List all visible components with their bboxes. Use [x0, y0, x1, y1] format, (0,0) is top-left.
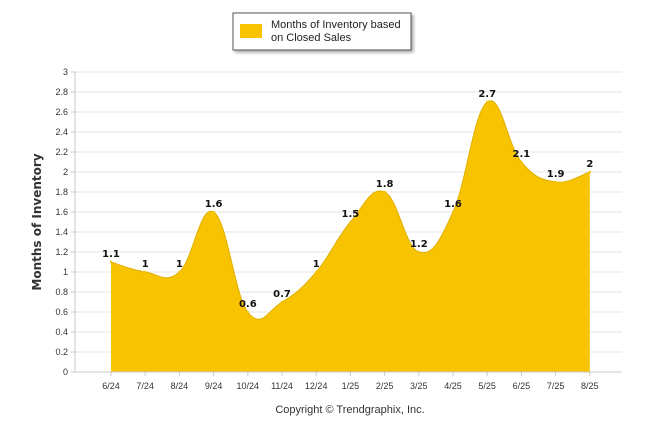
data-point [315, 270, 318, 274]
data-point [383, 190, 386, 194]
x-tick-label: 6/25 [513, 381, 531, 391]
data-point [451, 210, 455, 214]
legend-swatch [240, 24, 262, 38]
y-tick-label: 2.2 [55, 147, 68, 157]
y-axis-title: Months of Inventory [30, 153, 44, 290]
data-point [588, 170, 591, 174]
x-tick-label: 10/24 [237, 381, 260, 391]
data-point [109, 260, 113, 264]
data-label: 1 [142, 259, 149, 270]
data-point [144, 270, 147, 274]
data-label: 1 [313, 259, 320, 270]
x-tick-label: 3/25 [410, 381, 428, 391]
area-fill [111, 100, 590, 372]
data-point [212, 210, 215, 214]
x-tick-labels: 6/24 7/24 8/24 9/24 10/24 11/24 12/24 1/25 2/25 3… [102, 372, 599, 391]
data-label: 1 [176, 259, 183, 270]
data-point [417, 250, 420, 254]
x-tick-label: 1/25 [342, 381, 360, 391]
data-point [520, 160, 523, 164]
x-tick-label: 5/25 [478, 381, 496, 391]
copyright-footer: Copyright © Trendgraphix, Inc. [275, 404, 424, 416]
y-tick-label: 2.4 [55, 127, 68, 137]
x-tick-label: 2/25 [376, 381, 394, 391]
x-tick-label: 8/24 [171, 381, 189, 391]
data-point [554, 180, 557, 184]
data-label: 2.7 [478, 89, 496, 100]
data-point [349, 220, 352, 224]
data-labels: 1.1 1 1 1.6 0.6 0.7 1 1.5 1.8 1.2 1.6 2.7 2.1 1.9 2 [102, 89, 593, 310]
legend-label-line-1: Months of Inventory based [271, 19, 401, 31]
data-label: 0.6 [239, 299, 257, 310]
data-point [280, 300, 284, 304]
y-tick-label: 2.6 [55, 107, 68, 117]
legend-box [232, 12, 412, 51]
y-tick-label: 2 [63, 167, 68, 177]
data-point [246, 310, 249, 314]
x-tick-label: 9/24 [205, 381, 223, 391]
y-tick-label: 1 [63, 267, 68, 277]
data-label: 1.5 [342, 209, 360, 220]
data-label: 1.6 [444, 199, 462, 210]
x-tick-label: 7/24 [136, 381, 154, 391]
axes [74, 72, 622, 373]
data-point [178, 270, 181, 274]
y-tick-label: 1.6 [55, 207, 68, 217]
data-label: 0.7 [273, 289, 291, 300]
x-tick-label: 11/24 [271, 381, 293, 391]
legend-label-line-2: on Closed Sales [271, 32, 352, 44]
y-tick-labels: 0 0.2 0.4 0.6 0.8 1 1.2 1.4 1.6 1.8 2 2.2 2.4 2.6 2.8 3 [55, 67, 68, 377]
y-tick-label: 0.2 [55, 347, 68, 357]
y-tick-label: 0.8 [55, 287, 68, 297]
legend: Months of Inventory based on Closed Sale… [232, 12, 412, 51]
series-area [109, 100, 591, 372]
x-tick-label: 6/24 [102, 381, 120, 391]
y-tick-label: 3 [63, 67, 68, 77]
data-point [486, 100, 489, 104]
y-tick-label: 0 [63, 367, 68, 377]
data-label: 1.1 [102, 249, 120, 260]
data-label: 1.9 [547, 169, 565, 180]
x-tick-label: 12/24 [305, 381, 328, 391]
y-tick-label: 0.4 [55, 327, 68, 337]
y-tick-label: 1.4 [55, 227, 68, 237]
x-tick-label: 4/25 [444, 381, 462, 391]
x-tick-label: 7/25 [547, 381, 565, 391]
data-label: 2.1 [513, 149, 531, 160]
y-tick-label: 0.6 [55, 307, 68, 317]
y-tick-label: 2.8 [55, 87, 68, 97]
y-tick-label: 1.2 [55, 247, 68, 257]
data-label: 2 [586, 159, 593, 170]
data-label: 1.8 [376, 179, 394, 190]
x-tick-label: 8/25 [581, 381, 599, 391]
data-label: 1.2 [410, 239, 428, 250]
y-tick-label: 1.8 [55, 187, 68, 197]
data-label: 1.6 [205, 199, 223, 210]
